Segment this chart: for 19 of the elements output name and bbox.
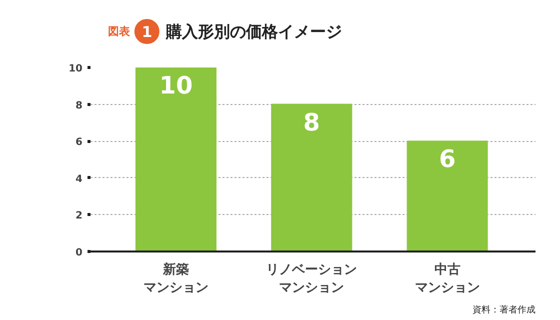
- y-tick-label: 2: [76, 210, 83, 222]
- data-label: 6: [438, 145, 456, 174]
- x-tick-label: 新築マンション: [143, 262, 208, 296]
- text: 1: [142, 23, 152, 41]
- text: 図表: [108, 25, 131, 38]
- data-label: 8: [303, 108, 320, 136]
- bar: [135, 68, 216, 252]
- y-tick-label: 8: [76, 100, 83, 112]
- bar: [271, 104, 352, 252]
- y-tick-label: 6: [76, 137, 83, 148]
- bar: [406, 140, 488, 252]
- x-tick-label: 中古マンション: [414, 262, 480, 296]
- chart-title: 購入形別の価格イメージ: [164, 22, 342, 41]
- y-tick-label: 4: [76, 174, 83, 185]
- data-label: 10: [159, 72, 193, 100]
- x-tick-label: リノベーションマンション: [266, 262, 358, 296]
- y-tick-label: 0: [76, 248, 83, 258]
- y-tick-label: 10: [68, 64, 83, 74]
- text: 資料：著者作成: [472, 304, 536, 316]
